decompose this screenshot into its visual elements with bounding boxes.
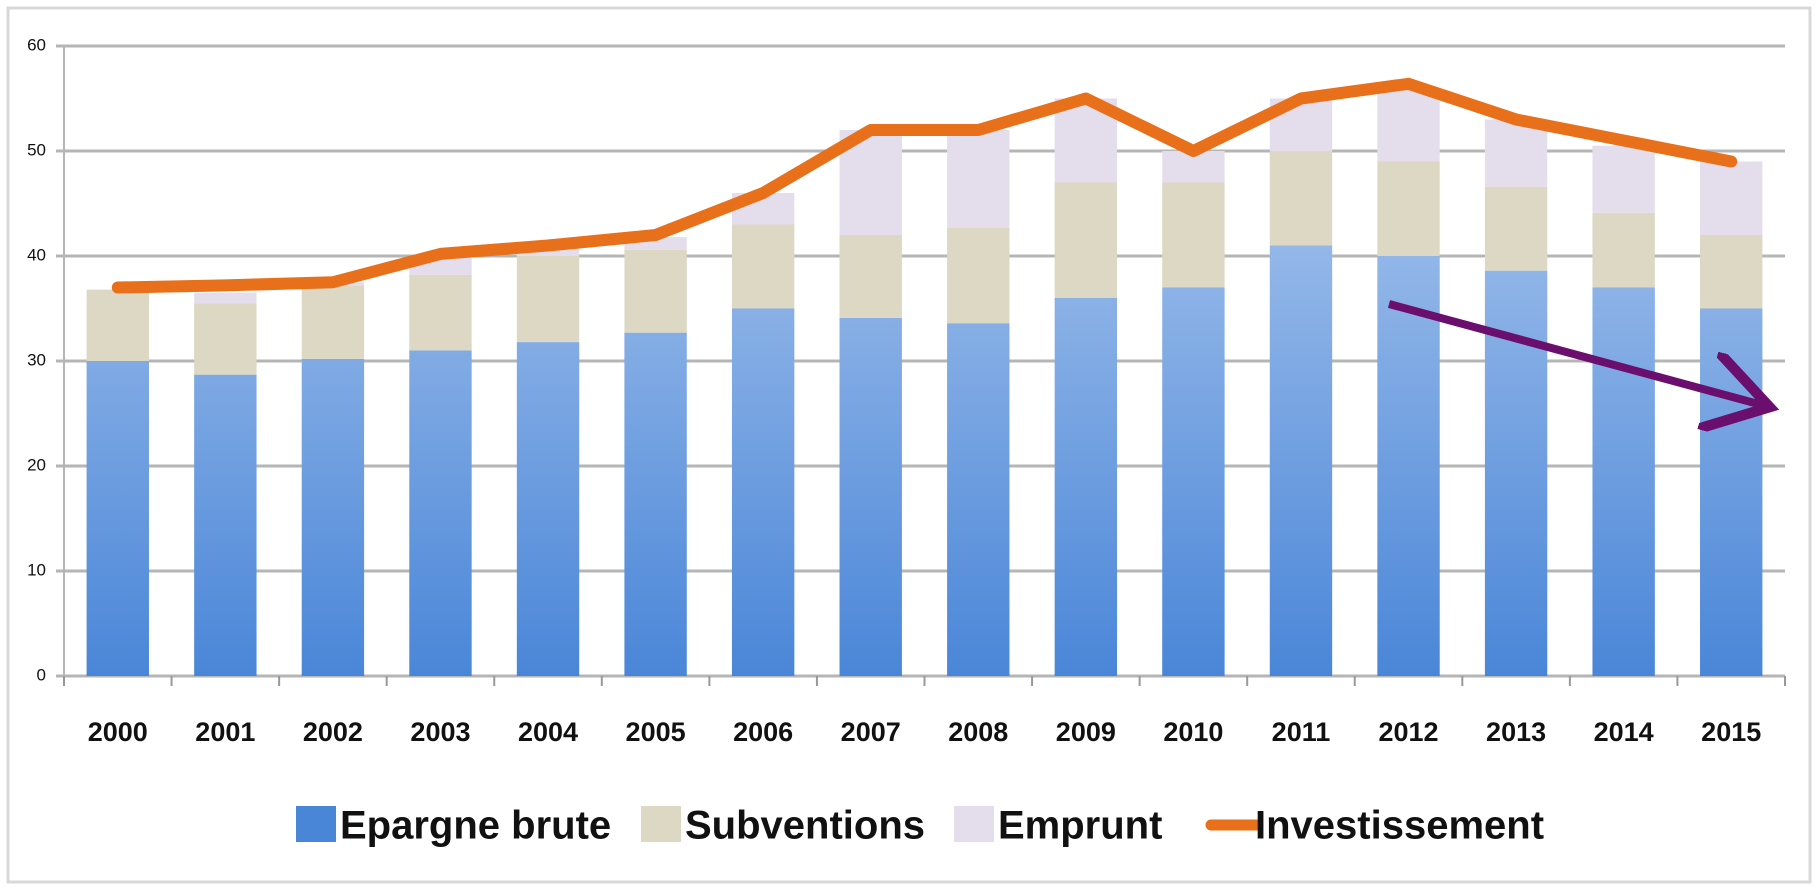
y-tick-label: 0 xyxy=(37,665,46,684)
bar-segment xyxy=(1377,161,1440,256)
legend-swatch xyxy=(296,806,336,842)
bar-segment xyxy=(1700,235,1763,309)
bar-segment xyxy=(1592,145,1655,213)
y-tick-label: 40 xyxy=(27,245,46,264)
x-tick-label: 2005 xyxy=(626,717,686,747)
y-tick-label: 50 xyxy=(27,140,46,159)
legend-label: Investissement xyxy=(1255,804,1544,848)
x-tick-label: 2004 xyxy=(518,717,578,747)
x-tick-label: 2003 xyxy=(410,717,470,747)
bar-segment xyxy=(947,323,1010,676)
x-tick-label: 2011 xyxy=(1272,717,1331,747)
bar-segment xyxy=(301,358,365,676)
bar-segment xyxy=(194,374,257,676)
bar-segment xyxy=(1484,186,1548,271)
bar-segment xyxy=(516,342,580,676)
y-tick-label: 30 xyxy=(27,350,46,369)
y-tick-label: 20 xyxy=(27,455,46,474)
bar-segment xyxy=(86,289,149,361)
trend-arrow xyxy=(1387,300,1762,405)
bar-segment xyxy=(1054,298,1118,676)
bar-segment xyxy=(1377,256,1440,676)
bar-segment xyxy=(1377,88,1440,162)
bar-segment xyxy=(1162,287,1225,676)
x-tick-label: 2006 xyxy=(733,717,793,747)
bar-segment xyxy=(1700,161,1763,235)
bar-segment xyxy=(409,274,472,351)
bar-segment xyxy=(731,308,795,676)
bar-segment xyxy=(624,249,687,333)
legend-label: Subventions xyxy=(685,804,925,848)
bar-segment xyxy=(1700,308,1763,676)
bar-segment xyxy=(1054,182,1118,298)
bar-segment xyxy=(516,256,580,343)
bar-segment xyxy=(839,317,902,676)
bar-segment xyxy=(624,332,687,676)
bar-segment xyxy=(86,361,149,676)
bar-segment xyxy=(194,292,257,304)
x-tick-label: 2007 xyxy=(841,717,901,747)
bar-segment xyxy=(1484,119,1548,187)
bar-segment xyxy=(1162,182,1225,288)
x-tick-label: 2000 xyxy=(88,717,148,747)
bar-segment xyxy=(1592,287,1655,676)
legend-swatch xyxy=(954,806,994,842)
y-tick-label: 10 xyxy=(27,560,46,579)
plot: 0 10 20 30 40 50 60 2000 2001 2002 2003 2004 2005 200… xyxy=(27,35,1786,848)
bar-segment xyxy=(731,224,795,309)
bar-segment xyxy=(1592,212,1655,288)
x-tick-label: 2012 xyxy=(1378,717,1438,747)
bar-segment xyxy=(1269,245,1333,676)
x-tick-label: 2001 xyxy=(195,717,255,747)
x-tick-label: 2010 xyxy=(1163,717,1223,747)
legend-label: Epargne brute xyxy=(340,804,611,848)
bar-segment xyxy=(1269,151,1333,246)
bar-segment xyxy=(839,235,902,318)
x-tick-label: 2013 xyxy=(1486,717,1546,747)
x-tick-label: 2014 xyxy=(1594,717,1654,747)
bar-segment xyxy=(301,285,365,359)
x-tick-label: 2009 xyxy=(1056,717,1116,747)
bar-segment xyxy=(947,227,1010,324)
legend-swatch xyxy=(641,806,681,842)
x-tick-label: 2008 xyxy=(948,717,1008,747)
x-tick-label: 2002 xyxy=(303,717,363,747)
bar-segment xyxy=(947,130,1010,228)
bar-segment xyxy=(409,350,472,676)
line-series xyxy=(111,77,1738,294)
bar-segment xyxy=(516,247,580,256)
bar-segment xyxy=(194,303,257,375)
legend-label: Emprunt xyxy=(998,804,1162,848)
x-tick-label: 2015 xyxy=(1701,717,1761,747)
y-tick-label: 60 xyxy=(27,35,46,54)
